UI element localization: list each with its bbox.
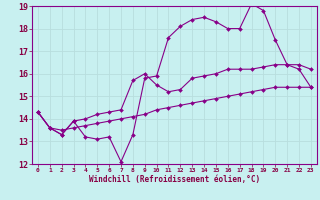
- X-axis label: Windchill (Refroidissement éolien,°C): Windchill (Refroidissement éolien,°C): [89, 175, 260, 184]
